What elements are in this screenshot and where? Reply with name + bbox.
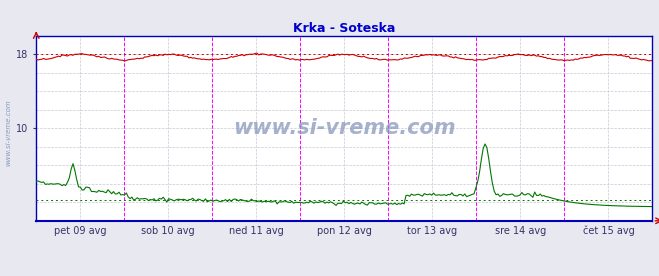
- Text: www.si-vreme.com: www.si-vreme.com: [233, 118, 455, 138]
- Title: Krka - Soteska: Krka - Soteska: [293, 22, 395, 35]
- Text: www.si-vreme.com: www.si-vreme.com: [5, 99, 11, 166]
